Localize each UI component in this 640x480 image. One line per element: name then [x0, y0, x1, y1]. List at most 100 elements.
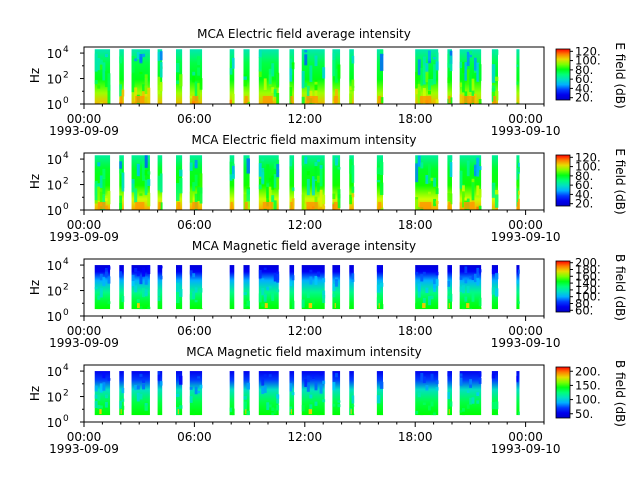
colorbar-tick-label: 120.	[575, 44, 601, 58]
x-tick-label: 06:00	[177, 218, 212, 232]
data-segment	[131, 265, 151, 310]
data-segment	[301, 49, 326, 104]
colorbar-tick-label: 120.	[575, 283, 601, 297]
x-tick-label: 18:00	[398, 218, 433, 232]
data-segment	[157, 265, 163, 310]
x-date-label: 1993-09-10	[491, 336, 561, 350]
data-segment	[301, 155, 326, 210]
x-date-label: 1993-09-10	[491, 442, 561, 456]
colorbar	[555, 48, 571, 101]
panel-title: MCA Electric field maximum intensity	[191, 133, 416, 147]
y-tick-label: 10	[47, 259, 62, 273]
data-segment	[189, 265, 203, 310]
x-tick-label: 00:00	[67, 218, 102, 232]
x-tick-label: 06:00	[177, 430, 212, 444]
plot-frame	[83, 258, 545, 317]
data-segment	[131, 49, 151, 104]
spectrogram-panel-1: MCA Electric field average intensity Hz 10…	[28, 27, 627, 138]
colorbar-tick-label: 150.	[575, 378, 601, 392]
colorbar-label: E field (dB)	[613, 148, 627, 214]
spectrogram-panel-4: MCA Magnetic field maximum intensity Hz 10…	[28, 345, 627, 456]
y-tick-exponent: 2	[63, 177, 69, 187]
data-segment	[189, 49, 203, 104]
data-segment	[349, 49, 355, 104]
colorbar-tick-label: 60.	[575, 303, 593, 317]
y-tick-exponent: 2	[63, 283, 69, 293]
data-segment	[157, 155, 163, 210]
x-date-label: 1993-09-09	[49, 124, 119, 138]
data-segment	[176, 155, 183, 210]
data-segment	[459, 371, 482, 416]
data-segment	[94, 265, 111, 310]
y-tick-exponent: 4	[63, 151, 69, 161]
spectrogram-data	[94, 265, 520, 310]
x-tick-label: 18:00	[398, 430, 433, 444]
x-date-label: 1993-09-09	[49, 230, 119, 244]
x-tick-label: 06:00	[177, 112, 212, 126]
data-segment	[459, 265, 482, 310]
y-tick-label: 10	[47, 416, 62, 430]
y-tick-label: 10	[47, 47, 62, 61]
y-tick-exponent: 0	[63, 96, 69, 106]
data-segment	[189, 371, 203, 416]
data-segment	[376, 265, 384, 310]
panel-title: MCA Magnetic field maximum intensity	[186, 345, 422, 359]
data-segment	[243, 265, 250, 310]
data-segment	[447, 155, 453, 210]
colorbar-tick-label: 100.	[575, 393, 601, 407]
plot-frame	[83, 46, 545, 105]
data-segment	[258, 49, 280, 104]
colorbar-label: E field (dB)	[613, 42, 627, 108]
x-tick-label: 18:00	[398, 112, 433, 126]
colorbar-tick-label: 20.	[575, 91, 593, 105]
y-tick-label: 10	[47, 391, 62, 405]
panel-title: MCA Magnetic field average intensity	[192, 239, 416, 253]
data-segment	[415, 155, 439, 210]
data-segment	[447, 49, 453, 104]
x-tick-label: 00:00	[508, 112, 543, 126]
data-segment	[243, 155, 250, 210]
x-date-label: 1993-09-09	[49, 442, 119, 456]
plot-frame	[83, 152, 545, 211]
data-segment	[349, 155, 355, 210]
data-segment	[447, 371, 453, 416]
data-segment	[94, 49, 111, 104]
colorbar-tick-label: 40.	[575, 81, 593, 95]
data-segment	[516, 49, 520, 104]
data-segment	[332, 265, 341, 310]
x-tick-label: 00:00	[508, 324, 543, 338]
data-segment	[491, 371, 499, 416]
y-tick-label: 10	[47, 310, 62, 324]
data-segment	[491, 155, 499, 210]
data-segment	[94, 371, 111, 416]
y-tick-label: 10	[47, 285, 62, 299]
colorbar-tick-label: 100.	[575, 290, 601, 304]
data-segment	[459, 49, 482, 104]
data-segment	[258, 265, 280, 310]
y-tick-exponent: 0	[63, 414, 69, 424]
data-segment	[289, 49, 295, 104]
colorbar-tick-label: 200.	[575, 256, 601, 270]
x-tick-label: 18:00	[398, 324, 433, 338]
data-segment	[119, 155, 125, 210]
x-date-label: 1993-09-10	[491, 230, 561, 244]
data-segment	[332, 371, 341, 416]
data-segment	[131, 371, 150, 416]
colorbar-tick-label: 80.	[575, 169, 593, 183]
data-segment	[289, 265, 295, 310]
spectrogram-data	[94, 155, 520, 210]
y-tick-exponent: 0	[63, 202, 69, 212]
data-segment	[229, 155, 235, 210]
y-axis-label: Hz	[28, 68, 42, 83]
spectrogram-panel-2: MCA Electric field maximum intensity Hz 10…	[28, 133, 627, 244]
data-segment	[157, 371, 163, 416]
colorbar-tick-label: 80.	[575, 63, 593, 77]
colorbar-tick-label: 80.	[575, 297, 593, 311]
y-tick-exponent: 4	[63, 257, 69, 267]
x-date-label: 1993-09-10	[491, 124, 561, 138]
panel-title: MCA Electric field average intensity	[197, 27, 411, 41]
data-segment	[289, 371, 295, 416]
data-segment	[301, 371, 326, 416]
data-segment	[119, 49, 125, 104]
data-segment	[376, 49, 384, 104]
